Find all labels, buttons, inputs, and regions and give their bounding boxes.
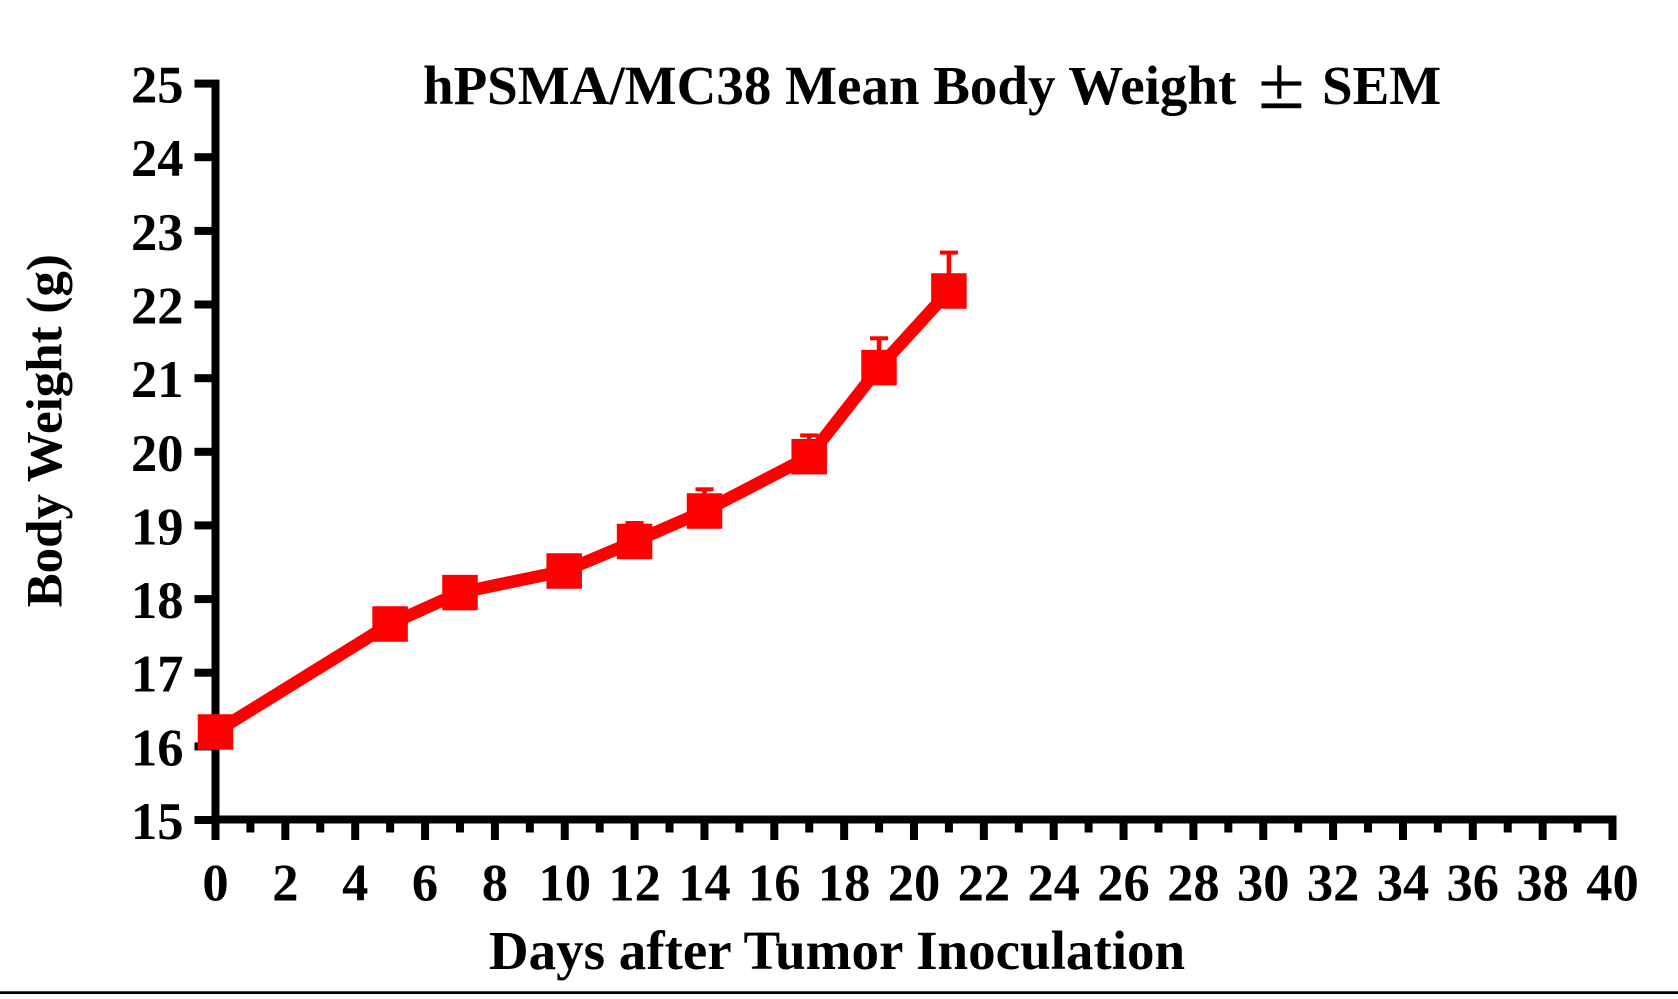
- svg-text:30: 30: [1237, 855, 1290, 913]
- svg-text:12: 12: [608, 855, 661, 913]
- svg-text:34: 34: [1377, 855, 1430, 913]
- svg-text:28: 28: [1167, 855, 1220, 913]
- svg-text:25: 25: [131, 57, 184, 115]
- svg-text:17: 17: [131, 646, 184, 704]
- svg-text:16: 16: [748, 855, 801, 913]
- svg-text:16: 16: [131, 719, 184, 777]
- svg-text:21: 21: [131, 351, 184, 409]
- svg-text:0: 0: [202, 855, 228, 913]
- svg-text:40: 40: [1586, 855, 1639, 913]
- svg-text:36: 36: [1447, 855, 1500, 913]
- svg-text:20: 20: [888, 855, 941, 913]
- svg-text:Days after Tumor Inoculation: Days after Tumor Inoculation: [489, 920, 1185, 981]
- svg-text:24: 24: [1027, 855, 1080, 913]
- svg-text:20: 20: [131, 425, 184, 483]
- svg-text:6: 6: [412, 855, 438, 913]
- svg-text:22: 22: [958, 855, 1011, 913]
- svg-text:8: 8: [482, 855, 508, 913]
- svg-text:38: 38: [1516, 855, 1569, 913]
- svg-text:Body Weight (g): Body Weight (g): [18, 254, 74, 607]
- svg-text:14: 14: [678, 855, 731, 913]
- svg-text:26: 26: [1097, 855, 1150, 913]
- svg-text:2: 2: [272, 855, 298, 913]
- svg-text:10: 10: [539, 855, 592, 913]
- svg-text:32: 32: [1307, 855, 1360, 913]
- svg-text:hPSMA/MC38 Mean Body Weight: hPSMA/MC38 Mean Body Weight: [423, 55, 1237, 116]
- svg-text:4: 4: [342, 855, 368, 913]
- svg-text:18: 18: [818, 855, 871, 913]
- svg-text:SEM: SEM: [1322, 55, 1441, 116]
- svg-text:23: 23: [131, 204, 184, 262]
- svg-text:24: 24: [131, 130, 184, 188]
- svg-text:15: 15: [131, 793, 184, 851]
- svg-text:19: 19: [131, 498, 184, 556]
- svg-text:22: 22: [131, 278, 184, 336]
- svg-text:18: 18: [131, 572, 184, 630]
